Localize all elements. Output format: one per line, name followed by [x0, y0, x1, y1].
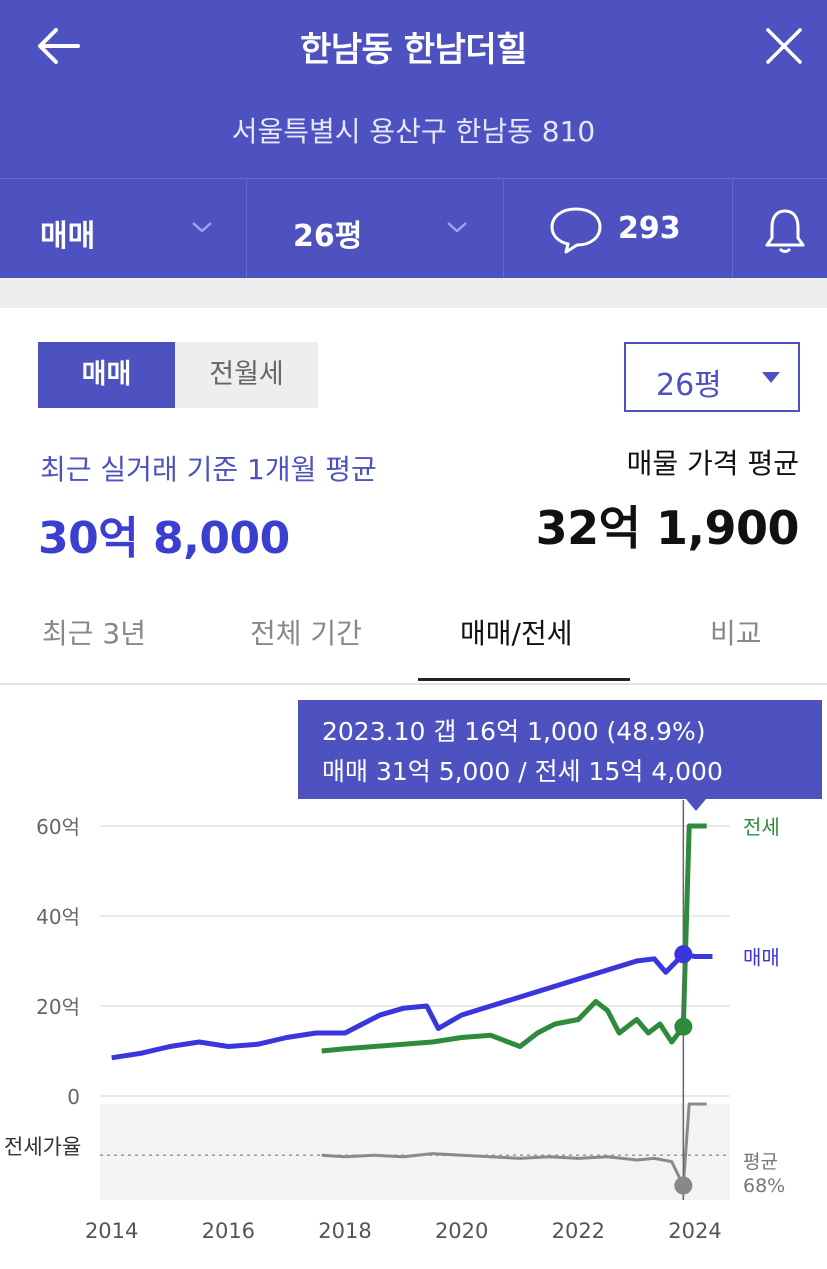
listing-price-value: 32억 1,900 [535, 501, 800, 555]
sale-price-line [111, 951, 713, 1061]
y-tick-label: 0 [67, 1085, 80, 1109]
jeonse-price-line [321, 823, 707, 1054]
y-tick-label: 40억 [36, 905, 80, 929]
size-dropdown-value: 26평 [656, 368, 722, 403]
tooltip-gap-line: 2023.10 갭 16억 1,000 (48.9%) [322, 717, 706, 746]
notification-button[interactable] [733, 179, 827, 279]
jeonse-series-label: 전세 [743, 815, 780, 839]
tooltip-pointer [686, 799, 706, 811]
chevron-down-icon [447, 222, 467, 233]
section-divider [0, 278, 827, 308]
x-tick-label: 2024 [668, 1219, 721, 1243]
caret-down-icon [762, 372, 780, 383]
segment-sale[interactable]: 매매 [38, 342, 175, 408]
ratio-selected-marker [674, 1176, 693, 1195]
price-chart[interactable]: 60억 40억 20억 0 2014 2016 2018 2020 2022 2024 전세가율평균… [0, 800, 827, 1269]
x-tick-label: 2014 [85, 1219, 138, 1243]
bell-icon [765, 209, 805, 253]
ratio-average-value: 68% [743, 1175, 785, 1197]
page-title: 한남동 한남더힐 [300, 30, 527, 70]
tab-recent-3y[interactable]: 최근 3년 [42, 617, 146, 650]
x-tick-label: 2016 [202, 1219, 255, 1243]
active-tab-indicator [418, 678, 630, 681]
chart-tooltip: 2023.10 갭 16억 1,000 (48.9%) 매매 31억 5,000… [298, 700, 822, 811]
y-tick-label: 20억 [36, 995, 80, 1019]
size-dropdown[interactable]: 26평 [624, 342, 800, 412]
x-tick-label: 2022 [552, 1219, 605, 1243]
ratio-label: 전세가율 [4, 1135, 81, 1159]
close-icon[interactable] [760, 24, 808, 68]
recent-deal-label: 최근 실거래 기준 1개월 평균 [40, 453, 377, 486]
tab-sale-jeonse[interactable]: 매매/전세 [460, 617, 573, 650]
trade-type-select[interactable]: 매매 [0, 179, 246, 279]
size-select[interactable]: 26평 [247, 179, 503, 279]
recent-deal-value: 30억 8,000 [38, 513, 290, 564]
x-tick-label: 2020 [435, 1219, 488, 1243]
sale-selected-marker [674, 945, 693, 964]
size-label: 26평 [293, 219, 363, 254]
address: 서울특별시 용산구 한남동 810 [231, 115, 596, 148]
x-tick-label: 2018 [318, 1219, 371, 1243]
trade-segment-control: 매매 전월세 [38, 342, 318, 408]
ratio-average-label: 평균 [743, 1151, 778, 1173]
filter-bar: 매매 26평 293 [0, 178, 827, 279]
app-header: 한남동 한남더힐 서울특별시 용산구 한남동 810 매매 26평 293 [0, 0, 827, 279]
jeonse-selected-marker [674, 1017, 693, 1036]
trade-type-label: 매매 [40, 219, 96, 254]
tab-all-period[interactable]: 전체 기간 [250, 617, 362, 650]
y-tick-label: 60억 [36, 815, 80, 839]
sale-series-label: 매매 [743, 946, 780, 970]
listing-price-label: 매물 가격 평균 [626, 447, 799, 480]
segment-rent[interactable]: 전월세 [209, 359, 284, 390]
ratio-panel-bg [100, 1104, 730, 1200]
period-tabs: 최근 3년 전체 기간 매매/전세 비교 [0, 590, 827, 685]
speech-bubble-icon [550, 207, 602, 254]
comment-count: 293 [618, 211, 681, 246]
back-arrow-icon[interactable] [32, 24, 84, 68]
comments-button[interactable]: 293 [504, 179, 732, 279]
jeonse-ratio-line [321, 1102, 707, 1188]
tooltip-prices-line: 매매 31억 5,000 / 전세 15억 4,000 [322, 757, 723, 786]
tab-compare[interactable]: 비교 [710, 617, 762, 650]
chevron-down-icon [192, 222, 212, 233]
